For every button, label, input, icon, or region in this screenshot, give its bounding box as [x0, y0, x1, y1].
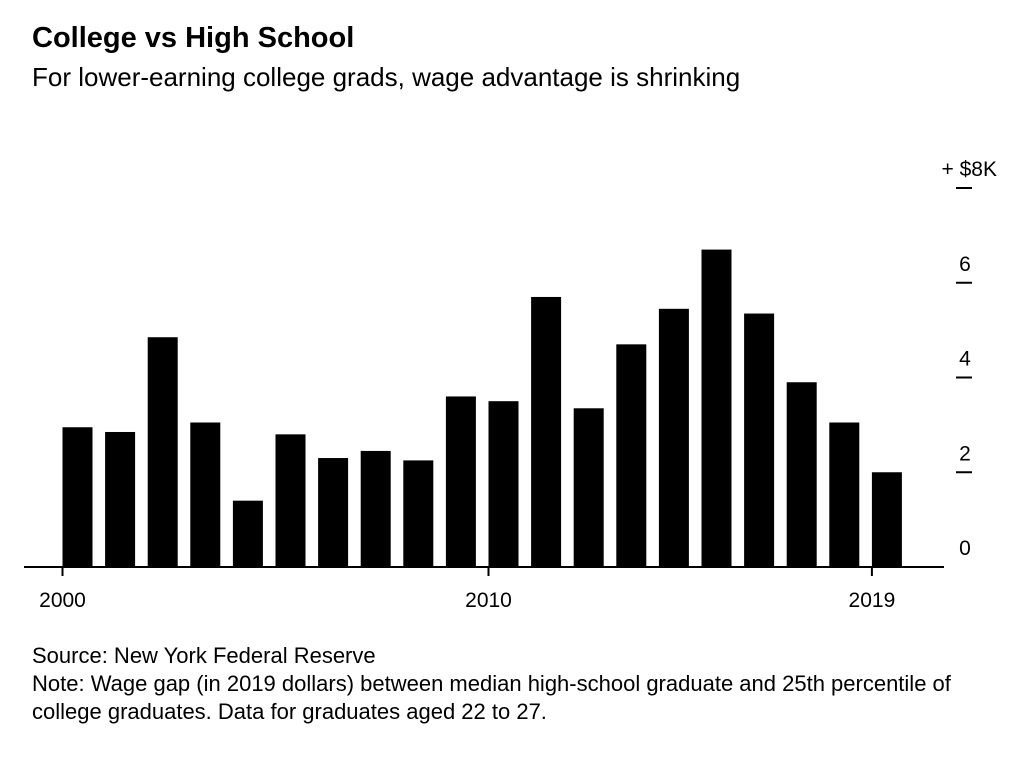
bar-2007 — [360, 450, 391, 567]
bar-2004 — [232, 500, 263, 567]
bar-2003 — [190, 422, 221, 567]
chart-subtitle: For lower-earning college grads, wage ad… — [32, 62, 741, 92]
bar-chart: 0 2 4 6 + $8K 2000 2010 2019 — [24, 158, 997, 612]
bar-2014 — [658, 308, 689, 567]
bar-2012 — [573, 408, 604, 567]
chart-footer: Source: New York Federal Reserve Note: W… — [32, 642, 1012, 726]
chart-title: College vs High School — [32, 22, 355, 54]
bar-2010 — [488, 401, 519, 567]
bar-2000 — [62, 427, 93, 567]
y-tick-label: 0 — [959, 537, 971, 560]
bar-2015 — [701, 249, 732, 567]
bar-2011 — [531, 296, 562, 567]
bar-2005 — [275, 434, 306, 567]
x-tick-label: 2000 — [39, 589, 86, 612]
source-note: Source: New York Federal Reserve — [32, 643, 376, 668]
bar-2019 — [871, 472, 902, 567]
footnote: Note: Wage gap (in 2019 dollars) between… — [32, 671, 951, 724]
bar-2017 — [786, 382, 817, 567]
bar-2018 — [829, 422, 860, 567]
x-tick-label: 2010 — [465, 589, 512, 612]
y-tick-label: 6 — [959, 253, 971, 276]
bar-2016 — [744, 313, 775, 567]
bar-2013 — [616, 344, 647, 567]
bar-2006 — [318, 458, 349, 567]
bar-2001 — [105, 431, 136, 567]
bar-2009 — [445, 396, 476, 567]
bar-2002 — [147, 337, 178, 567]
y-tick-label: + $8K — [942, 158, 997, 181]
x-tick-label: 2019 — [849, 589, 896, 612]
y-tick-label: 2 — [959, 442, 971, 465]
y-tick-label: 4 — [959, 348, 971, 371]
bar-2008 — [403, 460, 434, 567]
